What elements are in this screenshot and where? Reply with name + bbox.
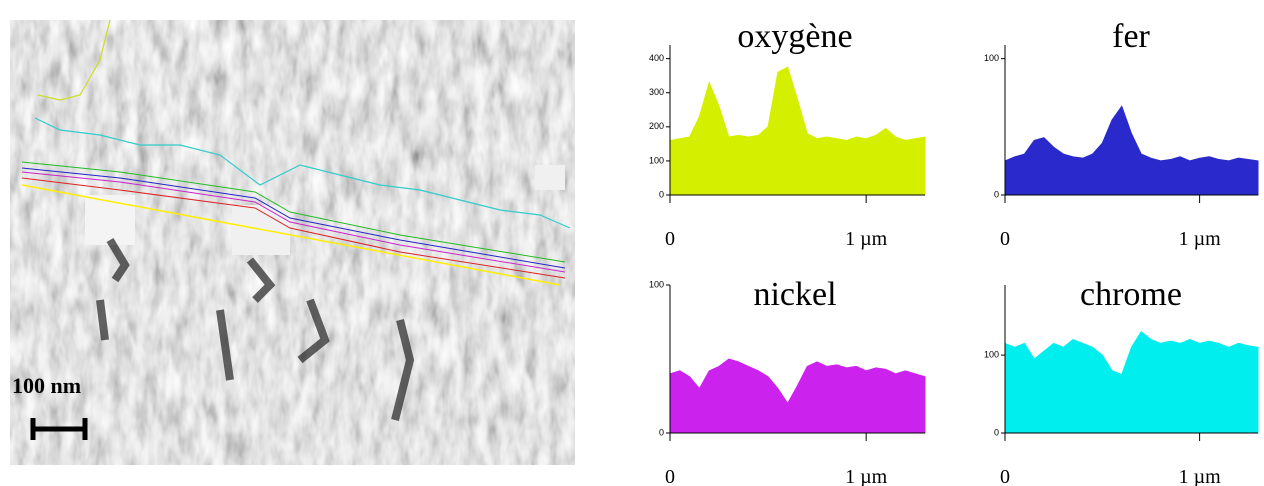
x-tick-label: 0 bbox=[1000, 228, 1010, 250]
y-tick-label: 100 bbox=[984, 349, 999, 359]
scale-label: 100 nm bbox=[12, 373, 81, 398]
chart-title: chrome bbox=[1080, 276, 1182, 313]
area bbox=[669, 66, 926, 196]
micrograph: 100 nm bbox=[10, 19, 575, 465]
y-tick-label: 100 bbox=[649, 155, 664, 165]
y-tick-label: 0 bbox=[994, 427, 999, 437]
y-tick-label: 200 bbox=[649, 121, 664, 131]
y-tick-label: 0 bbox=[659, 427, 664, 437]
x-tick-label: 0 bbox=[665, 466, 675, 486]
chart-title: fer bbox=[1112, 18, 1150, 55]
x-tick-label: 1 µm bbox=[845, 466, 888, 486]
x-tick-label: 1 µm bbox=[845, 228, 888, 250]
x-tick-label: 0 bbox=[665, 228, 675, 250]
area bbox=[669, 358, 926, 434]
y-tick-label: 100 bbox=[984, 53, 999, 63]
area bbox=[1004, 105, 1259, 196]
y-tick-label: 400 bbox=[649, 53, 664, 63]
y-tick-label: 0 bbox=[659, 189, 664, 199]
x-tick-label: 0 bbox=[1000, 466, 1010, 486]
y-tick-label: 100 bbox=[649, 279, 664, 289]
y-tick-label: 300 bbox=[649, 87, 664, 97]
y-tick-label: 0 bbox=[994, 189, 999, 199]
chart-title: nickel bbox=[753, 276, 836, 313]
x-tick-label: 1 µm bbox=[1179, 228, 1222, 250]
area bbox=[1004, 330, 1259, 434]
chart-title: oxygène bbox=[737, 18, 852, 55]
x-tick-label: 1 µm bbox=[1179, 466, 1222, 486]
